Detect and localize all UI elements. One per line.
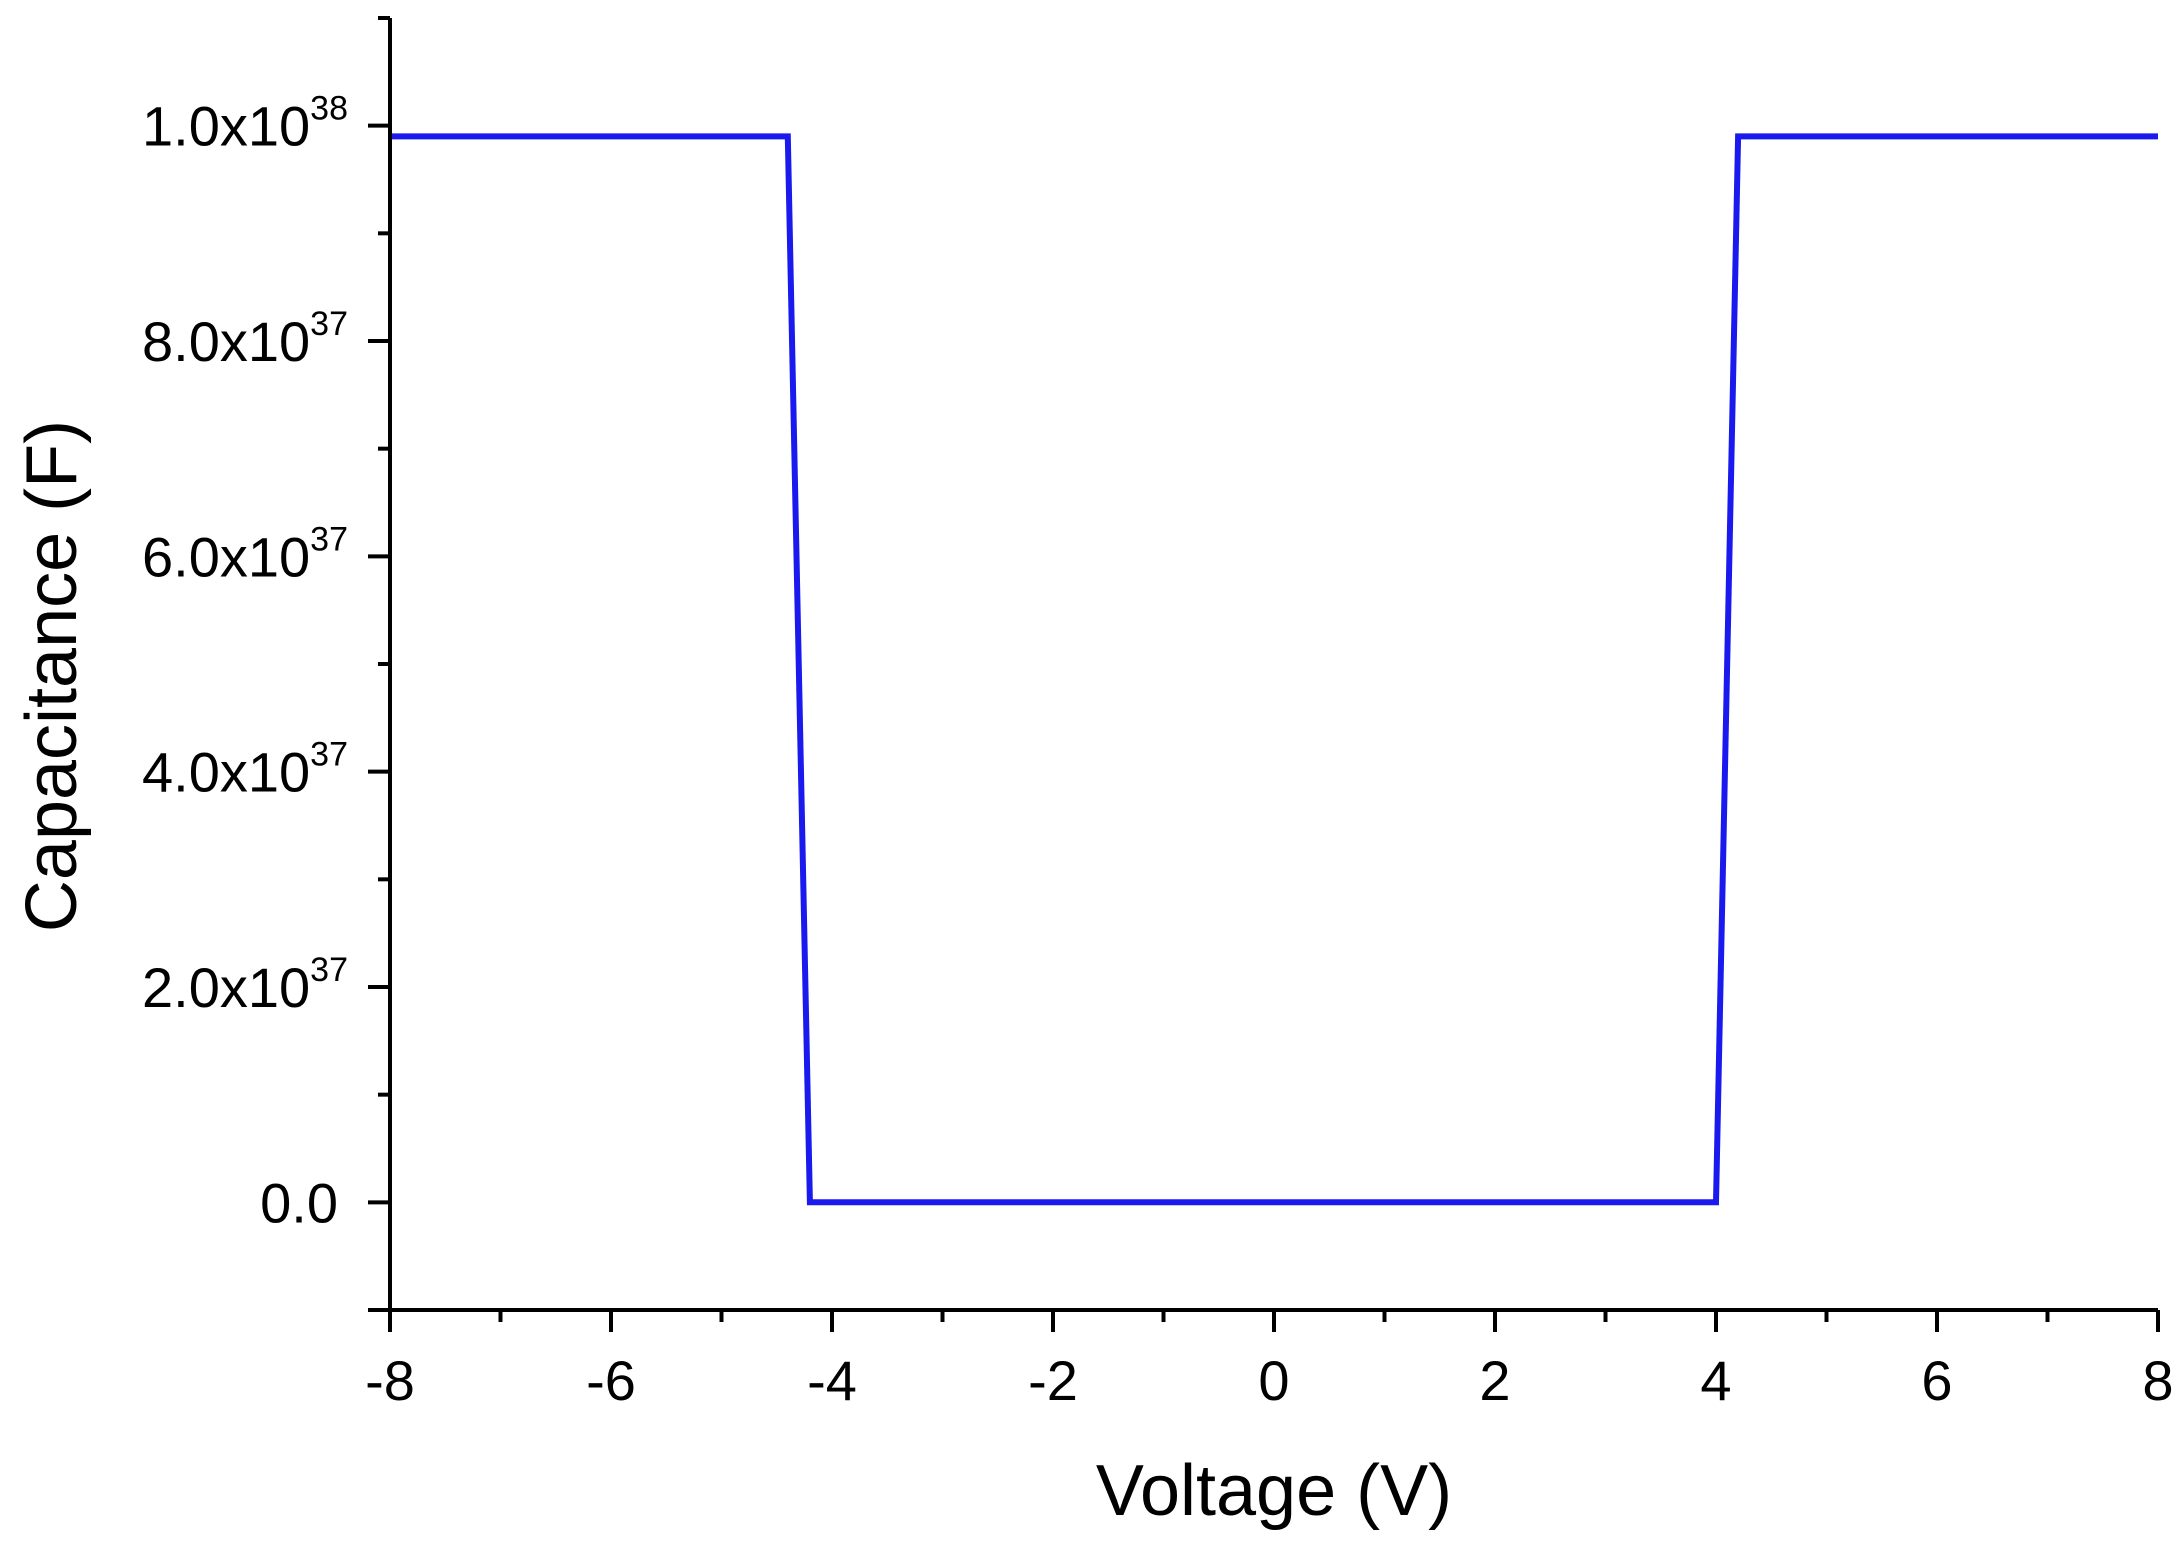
x-axis-ticks: -8 -6 -4 -2 0 2 4 6 8 — [365, 1310, 2174, 1412]
y-tick-label: 1.0x1038 — [142, 90, 348, 158]
y-axis-title: Capacitance (F) — [12, 420, 92, 932]
y-axis-ticks: 0.0 2.0x1037 4.0x1037 6.0x1037 8.0x1037 1.0x1… — [142, 16, 390, 1312]
x-axis-title: Voltage (V) — [1096, 1451, 1452, 1531]
y-tick-label: 2.0x1037 — [142, 951, 348, 1019]
x-tick-label: 4 — [1700, 1349, 1731, 1412]
x-tick-label: 6 — [1921, 1349, 1952, 1412]
x-tick-label: -8 — [365, 1349, 415, 1412]
x-tick-label: 0 — [1258, 1349, 1289, 1412]
y-tick-label: 0.0 — [260, 1171, 338, 1234]
axes — [388, 18, 2158, 1312]
y-tick-label: 8.0x1037 — [142, 305, 348, 373]
series-line-1 — [390, 133, 2158, 1206]
x-tick-label: -6 — [586, 1349, 636, 1412]
x-tick-label: 8 — [2142, 1349, 2173, 1412]
series-layer — [390, 133, 2158, 1206]
x-tick-label: -2 — [1028, 1349, 1078, 1412]
y-tick-label: 4.0x1037 — [142, 736, 348, 804]
x-tick-label: 2 — [1479, 1349, 1510, 1412]
x-tick-label: -4 — [807, 1349, 857, 1412]
y-tick-label: 6.0x1037 — [142, 520, 348, 588]
